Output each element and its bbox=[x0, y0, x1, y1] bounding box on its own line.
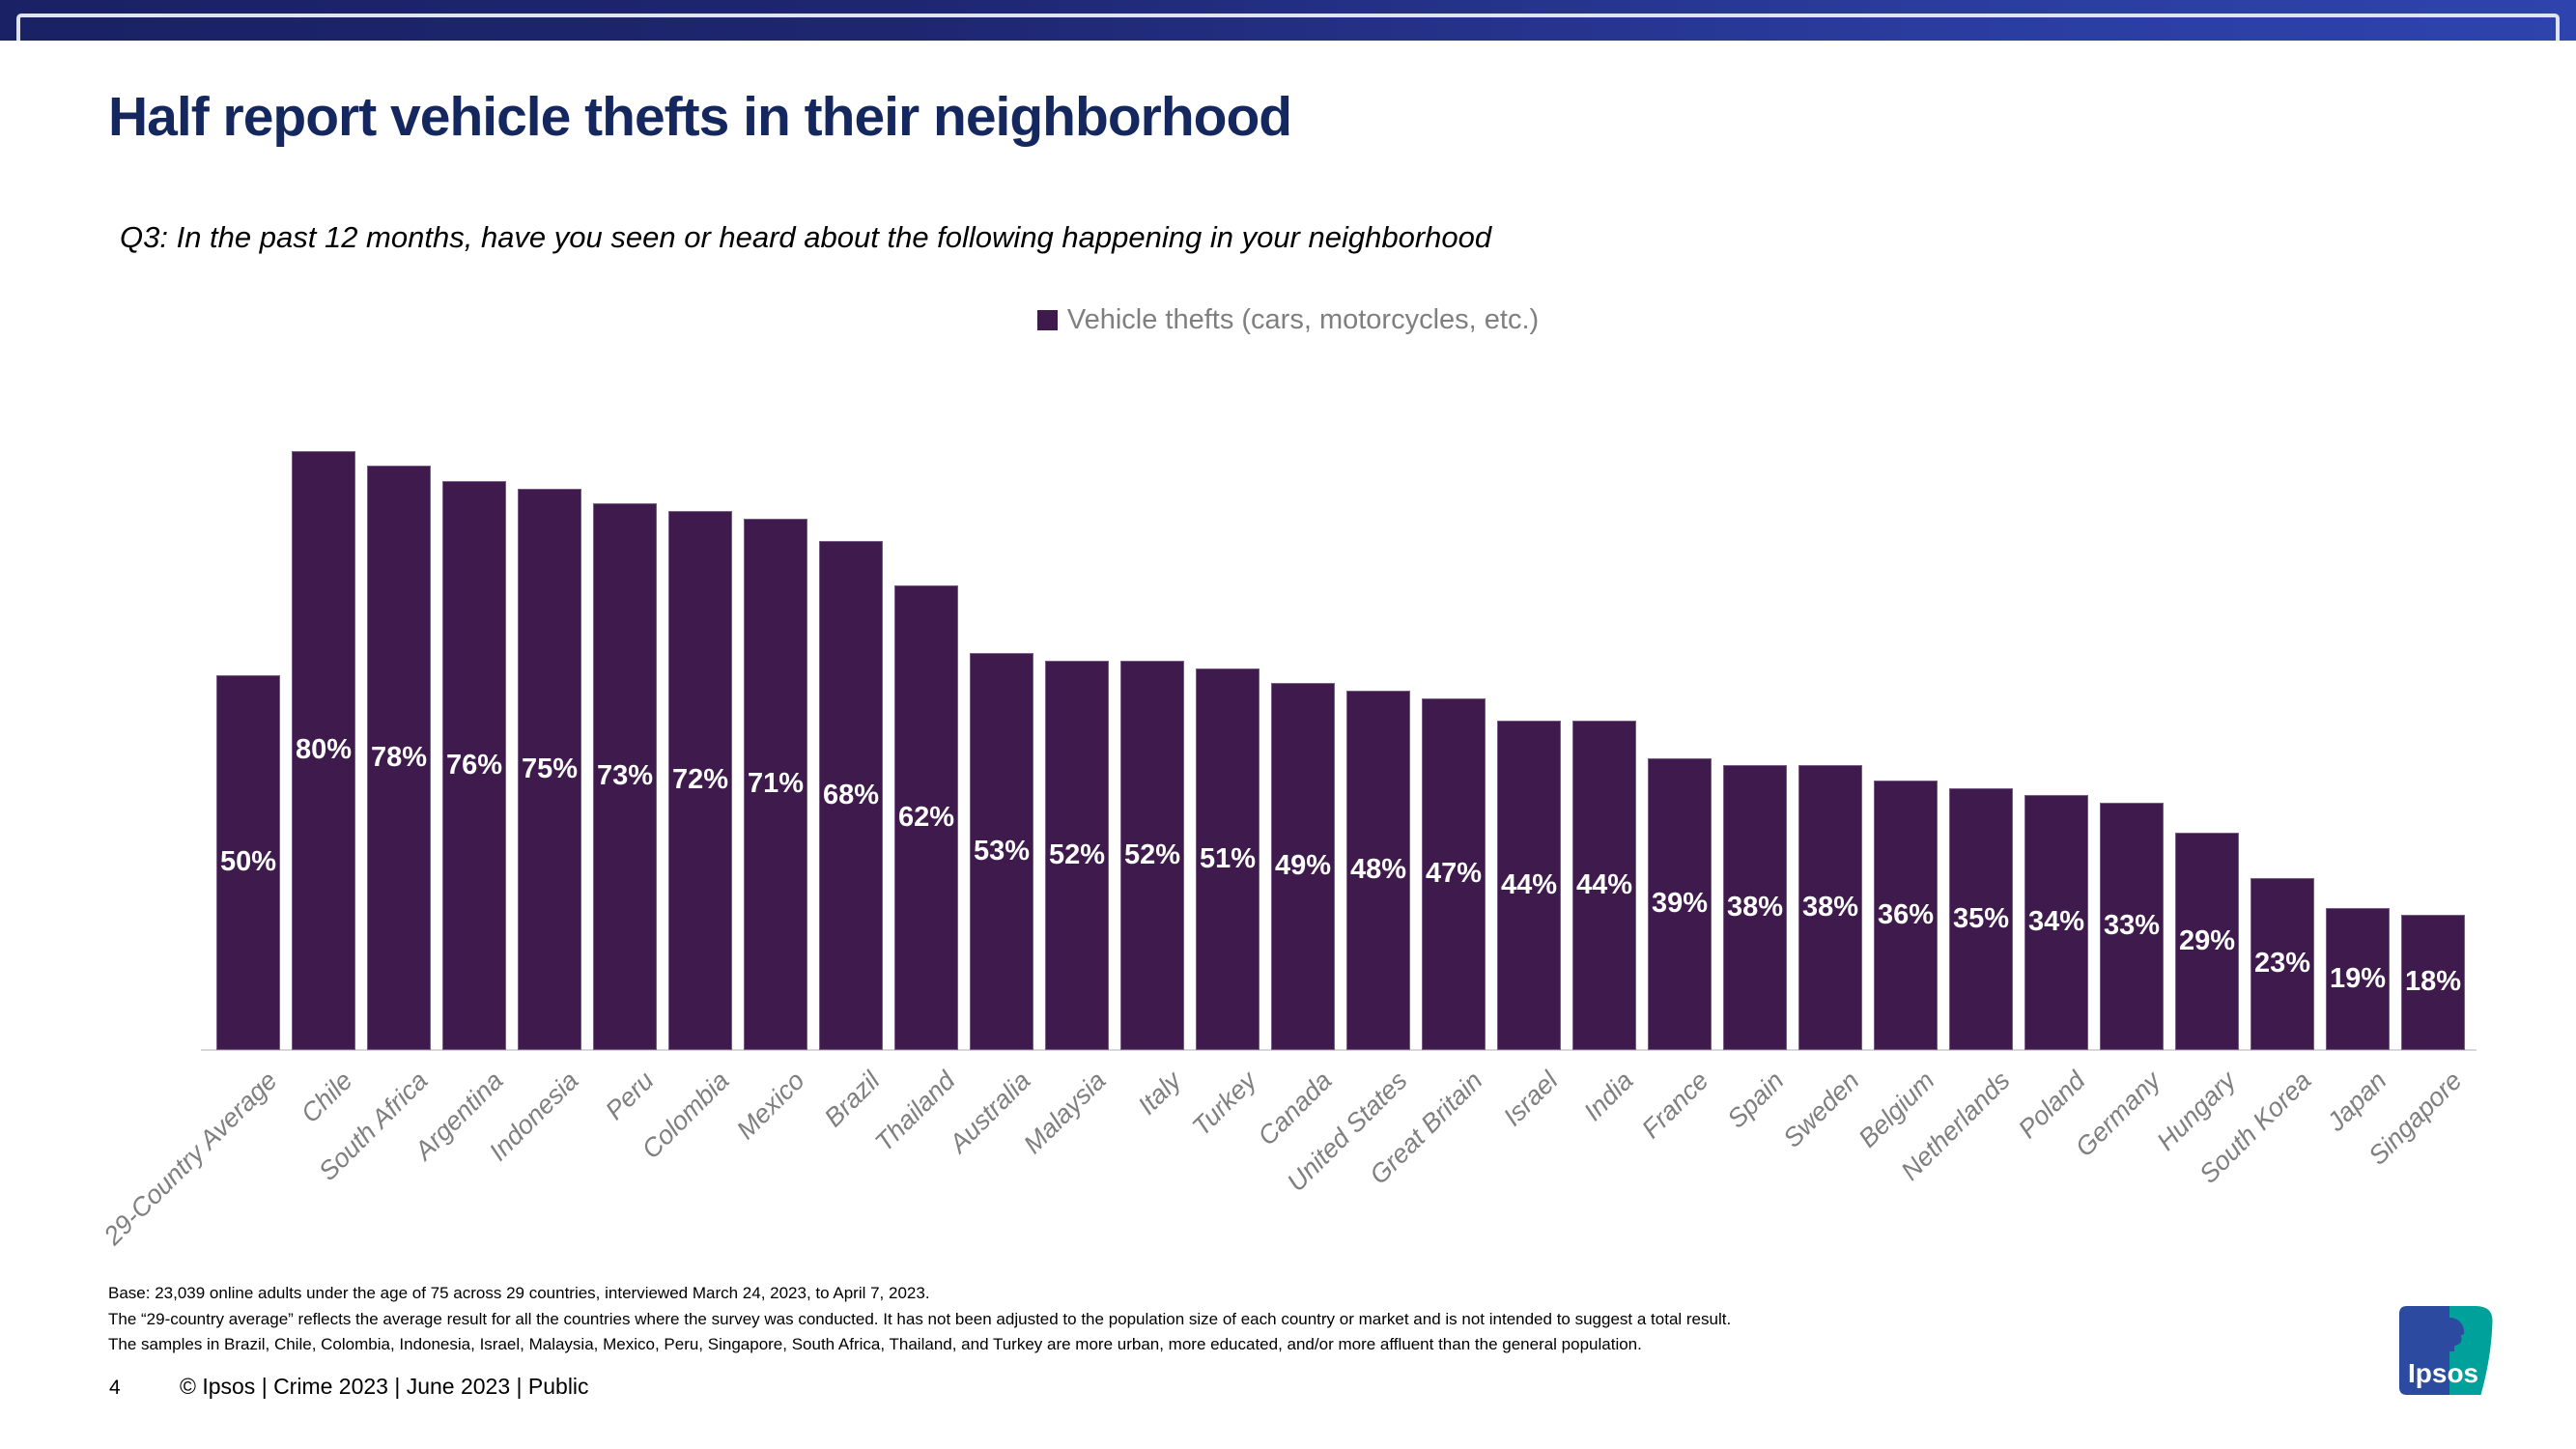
top-banner-frame bbox=[16, 14, 2560, 41]
chart-legend: Vehicle thefts (cars, motorcycles, etc.) bbox=[0, 304, 2576, 336]
bar-value-label: 68% bbox=[822, 779, 880, 810]
bar bbox=[970, 653, 1033, 1050]
bar-value-label: 44% bbox=[1500, 868, 1558, 900]
bar-value-label: 29% bbox=[2178, 924, 2236, 956]
bar-value-label: 52% bbox=[1048, 838, 1106, 870]
page-subtitle: Q3: In the past 12 months, have you seen… bbox=[120, 220, 1492, 254]
bar bbox=[2401, 915, 2465, 1050]
legend-square-icon bbox=[1036, 310, 1058, 330]
bar-value-label: 62% bbox=[897, 801, 955, 833]
bar-value-label: 38% bbox=[1801, 891, 1859, 923]
bar bbox=[1045, 661, 1109, 1050]
bar bbox=[216, 675, 280, 1050]
bar bbox=[819, 541, 883, 1050]
bar bbox=[1798, 765, 1862, 1050]
bar-value-label: 71% bbox=[747, 768, 805, 799]
bar bbox=[292, 451, 355, 1050]
bar bbox=[518, 489, 581, 1050]
footnote-line: The samples in Brazil, Chile, Colombia, … bbox=[108, 1335, 1642, 1353]
bar bbox=[1648, 758, 1712, 1050]
footnote-line: The “29-country average” reflects the av… bbox=[108, 1309, 1732, 1328]
bar-value-label: 73% bbox=[596, 760, 654, 791]
footer-text: © Ipsos | Crime 2023 | June 2023 | Publi… bbox=[180, 1374, 589, 1399]
bar bbox=[1120, 661, 1184, 1050]
bar-value-label: 50% bbox=[219, 846, 277, 877]
ipsos-logo-graphic: Ipsos bbox=[2399, 1306, 2493, 1395]
bar bbox=[1497, 721, 1561, 1050]
ipsos-logo: Ipsos bbox=[2399, 1306, 2493, 1395]
page-number: 4 bbox=[109, 1377, 121, 1399]
top-banner bbox=[0, 0, 2576, 41]
bar bbox=[1271, 683, 1335, 1050]
bar bbox=[367, 466, 431, 1050]
bar-value-label: 36% bbox=[1877, 898, 1935, 930]
bar bbox=[2175, 833, 2239, 1050]
bar bbox=[1949, 788, 2013, 1050]
footnote-line: Base: 23,039 online adults under the age… bbox=[108, 1284, 930, 1302]
bar bbox=[593, 503, 657, 1050]
bar-value-label: 19% bbox=[2329, 962, 2387, 994]
bar-value-label: 18% bbox=[2404, 966, 2462, 997]
bar bbox=[1572, 721, 1636, 1050]
bar-value-label: 39% bbox=[1651, 888, 1709, 919]
bar bbox=[2326, 908, 2390, 1050]
bar bbox=[1346, 691, 1410, 1050]
page-title: Half report vehicle thefts in their neig… bbox=[108, 86, 1292, 148]
bar bbox=[1874, 781, 1938, 1050]
bar-value-label: 52% bbox=[1123, 838, 1181, 870]
bar-value-label: 38% bbox=[1726, 891, 1784, 923]
bar-value-label: 47% bbox=[1425, 858, 1483, 889]
legend-label: Vehicle thefts (cars, motorcycles, etc.) bbox=[1066, 304, 1540, 335]
bar bbox=[2100, 803, 2164, 1050]
bar-value-label: 44% bbox=[1575, 868, 1633, 900]
bar bbox=[2024, 795, 2088, 1050]
bar-value-label: 33% bbox=[2103, 910, 2161, 941]
x-axis-line bbox=[201, 1049, 2477, 1051]
bar-value-label: 75% bbox=[521, 753, 579, 784]
bar-value-label: 51% bbox=[1199, 842, 1257, 874]
footnotes: Base: 23,039 online adults under the age… bbox=[108, 1281, 1731, 1358]
bar-value-label: 35% bbox=[1952, 902, 2010, 934]
bar bbox=[1422, 698, 1486, 1050]
bar-value-label: 49% bbox=[1274, 850, 1332, 881]
bar-value-label: 78% bbox=[370, 741, 428, 773]
bar bbox=[668, 511, 732, 1050]
bar bbox=[442, 481, 506, 1050]
bar bbox=[2250, 878, 2314, 1050]
bar bbox=[1723, 765, 1787, 1050]
bar-value-label: 53% bbox=[973, 835, 1031, 867]
bar-value-label: 72% bbox=[671, 764, 729, 795]
bar bbox=[1196, 668, 1260, 1050]
bar-value-label: 80% bbox=[295, 734, 353, 765]
bar bbox=[894, 585, 958, 1050]
bar-value-label: 76% bbox=[445, 749, 503, 781]
bar bbox=[744, 519, 807, 1050]
bar-value-label: 34% bbox=[2027, 906, 2085, 937]
bar-value-label: 23% bbox=[2253, 948, 2311, 979]
svg-text:Ipsos: Ipsos bbox=[2408, 1358, 2478, 1388]
bar-value-label: 48% bbox=[1349, 854, 1407, 885]
